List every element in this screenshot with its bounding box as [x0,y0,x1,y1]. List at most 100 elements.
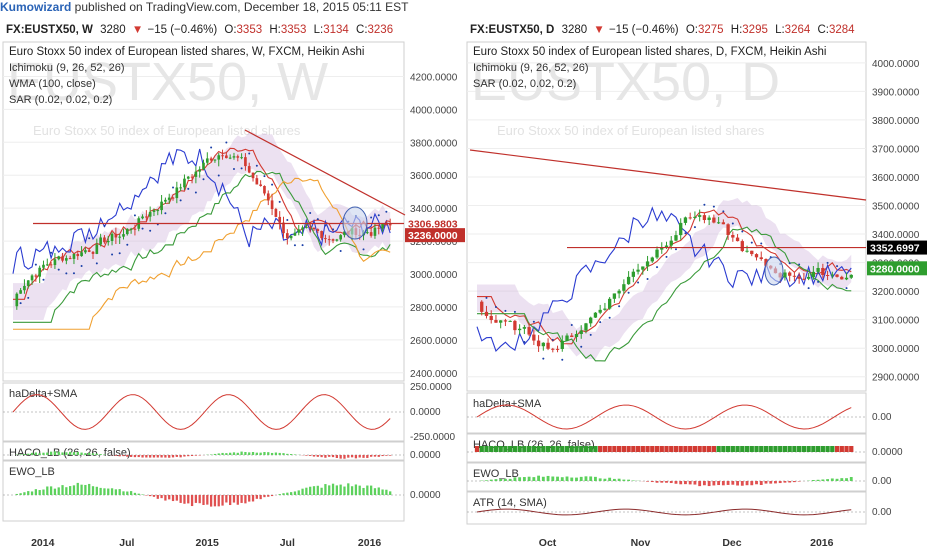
weekly-sar-dot [217,174,220,177]
daily-candle [565,335,569,341]
weekly-y-tick: 3800.0000 [410,138,458,149]
daily-candle [603,308,607,310]
weekly-y-tick: 4200.0000 [410,72,458,83]
daily-panel-tick: 0.00 [872,412,892,423]
weekly-candle [236,156,240,158]
daily-haco-bar [688,446,693,452]
daily-candle [598,309,602,313]
daily-haco-bar [744,446,750,452]
daily-candle [631,271,635,277]
weekly-candle [225,155,228,159]
weekly-sar-dot [141,227,144,230]
daily-candle [731,235,735,238]
daily-haco-bar [669,446,674,452]
daily-sar-dot [570,324,573,327]
daily-haco-bar [721,446,726,452]
daily-haco-bar [849,446,854,452]
weekly-candle [65,258,68,261]
daily-candle [821,267,825,276]
daily-candle [802,278,806,280]
weekly-candle [19,290,22,294]
weekly-candle [148,211,152,217]
daily-candle [655,249,659,258]
weekly-panel-title: haDelta+SMA [9,388,78,400]
daily-x-tick: Nov [631,537,651,549]
daily-haco-bar [602,446,608,452]
daily-candle [811,271,816,277]
daily-candle [683,217,688,223]
daily-candle [626,276,631,285]
daily-haco-bar [640,446,645,452]
weekly-study-legend: Ichimoku (9, 26, 52, 26) [9,62,125,74]
weekly-candle [125,228,129,235]
daily-candle [702,215,707,221]
daily-candle [532,334,536,341]
weekly-panel-tick: 250.0000 [410,382,452,393]
daily-haco-bar [626,446,631,452]
daily-sar-dot [485,296,488,299]
daily-haco-bar [815,446,821,452]
weekly-sar-dot [309,211,312,214]
daily-chikou-line [477,226,852,362]
weekly-sar-dot [80,265,83,268]
daily-ichimoku-cloud [477,198,852,360]
weekly-candle [293,232,297,236]
weekly-candle [244,157,247,167]
weekly-highlight-ellipse [342,206,368,240]
daily-y-tick: 3500.0000 [872,202,920,213]
weekly-candle [205,158,209,163]
daily-haco-bar [830,446,835,452]
weekly-main-panel [2,41,405,382]
daily-candle [536,340,541,347]
weekly-candle [61,256,64,261]
weekly-sar-dot [255,164,258,167]
daily-haco-bar [749,446,754,452]
daily-candle [555,348,560,350]
weekly-candle [282,222,285,234]
charts-canvas: FX:EUSTX50, W 3280 ▼ −15 (−0.46%) O:3353… [2,24,927,549]
daily-panel-title: ATR (14, SMA) [473,497,547,509]
weekly-sar-dot [385,210,388,213]
weekly-sar-dot [111,253,114,256]
daily-haco-bar [740,446,745,452]
daily-sar-dot [551,338,554,341]
daily-sar-dot [608,316,611,319]
weekly-candle [190,176,194,178]
weekly-sar-dot [172,186,175,189]
publish-info: published on TradingView.com, December 1… [71,0,409,14]
publish-bar: Kumowizard published on TradingView.com,… [0,0,932,18]
daily-candle [579,330,583,335]
weekly-candle [259,184,262,186]
weekly-x-tick: 2014 [31,537,55,549]
daily-sar-dot [684,232,687,235]
daily-y-tick: 4000.0000 [872,59,920,70]
weekly-sar-dot [271,183,274,186]
weekly-title: Euro Stoxx 50 index of European listed s… [9,46,364,58]
weekly-candle [263,185,266,194]
daily-sar-dot [589,333,592,336]
daily-haco-bar [683,446,688,452]
weekly-panel-tick: 0.0000 [410,407,441,418]
daily-candle [745,250,749,252]
daily-candle [574,334,579,338]
weekly-sar-dot [133,214,136,217]
weekly-candle [308,226,312,228]
weekly-candle [95,244,99,254]
weekly-sar-dot [316,218,319,221]
weekly-sar-dot [72,272,75,275]
weekly-candle [68,258,72,260]
daily-sar-dot [532,320,535,323]
weekly-candle [312,227,316,230]
weekly-sar-dot [362,248,365,251]
weekly-sar-dot [27,296,30,299]
weekly-candle [171,197,175,199]
weekly-sar-dot [187,187,190,190]
daily-candle [480,301,484,312]
weekly-y-tick: 3000.0000 [410,270,458,281]
daily-haco-bar [531,446,536,452]
daily-candle [584,323,588,331]
daily-candle [589,317,593,324]
daily-haco-bar [498,446,503,452]
weekly-candle [80,252,83,257]
author-link[interactable]: Kumowizard [0,0,72,14]
